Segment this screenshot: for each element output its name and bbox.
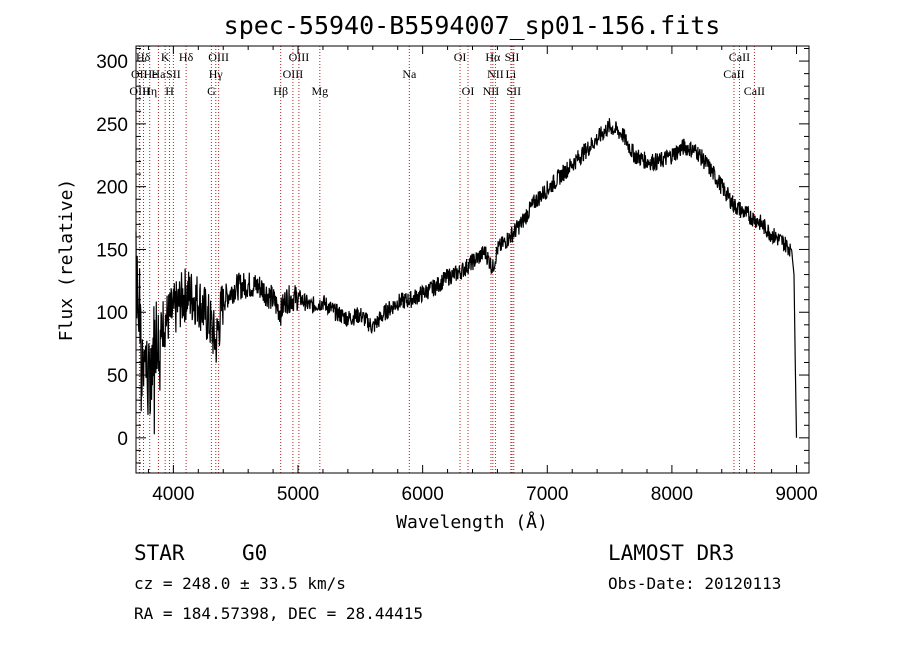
line-marker-label: CaII xyxy=(723,67,744,81)
observation-date: Obs-Date: 20120113 xyxy=(608,574,781,593)
chart-title: spec-55940-B5594007_sp01-156.fits xyxy=(224,11,721,40)
line-marker-label: Hδ xyxy=(179,50,194,64)
y-tick-label: 50 xyxy=(107,366,128,387)
line-marker-label: NII xyxy=(487,67,504,81)
x-tick-label: 6000 xyxy=(402,484,444,505)
coordinates: RA = 184.57398, DEC = 28.44415 xyxy=(134,604,423,623)
x-axis-label: Wavelength (Å) xyxy=(396,511,548,533)
line-marker-label: SII xyxy=(506,84,521,98)
line-marker-label: He xyxy=(143,67,157,81)
line-marker-label: K xyxy=(161,50,170,64)
y-tick-label: 250 xyxy=(96,115,128,136)
line-marker-label: Li xyxy=(506,67,517,81)
y-tick-label: 200 xyxy=(96,178,128,199)
line-marker-label: CaII xyxy=(729,50,750,64)
line-marker-label: CaII xyxy=(744,84,765,98)
line-marker-label: Hα xyxy=(485,50,501,64)
y-tick-label: 100 xyxy=(96,303,128,324)
line-marker-label: Hη xyxy=(142,84,157,98)
line-marker-label: OIII xyxy=(129,84,150,98)
y-tick-label: 150 xyxy=(96,240,128,261)
x-tick-label: 7000 xyxy=(526,484,568,505)
line-marker-label: Hγ xyxy=(209,67,224,81)
x-tick-label: 4000 xyxy=(152,484,194,505)
line-marker-label: Ha xyxy=(151,67,166,81)
line-marker-label: OIII xyxy=(289,50,310,64)
y-tick-label: 300 xyxy=(96,52,128,73)
line-marker-label: SII xyxy=(166,67,181,81)
line-marker-label: OI xyxy=(462,84,475,98)
emission-line-markers xyxy=(135,46,755,473)
line-marker-label: SII xyxy=(505,50,520,64)
x-axis-ticks: 4000 5000 6000 7000 8000 9000 xyxy=(147,46,818,505)
survey-name: LAMOST DR3 xyxy=(608,541,734,565)
redshift-cz: cz = 248.0 ± 33.5 km/s xyxy=(134,574,346,593)
x-tick-label: 9000 xyxy=(775,484,817,505)
line-marker-label: Na xyxy=(402,67,417,81)
line-marker-label: NII xyxy=(483,84,500,98)
spectrum-line xyxy=(135,118,798,438)
line-marker-label: Mg xyxy=(311,84,328,98)
x-tick-label: 8000 xyxy=(651,484,693,505)
x-tick-label: 5000 xyxy=(277,484,319,505)
y-axis-ticks: 0 50 100 150 200 250 300 xyxy=(96,48,809,464)
object-subclass: G0 xyxy=(242,541,267,565)
y-tick-label: 0 xyxy=(117,429,128,450)
line-marker-label: Hδ xyxy=(136,50,151,64)
y-axis-label: Flux (relative) xyxy=(56,179,77,342)
line-marker-label: OI xyxy=(454,50,467,64)
line-marker-label: H xyxy=(165,84,174,98)
object-class: STAR xyxy=(134,541,185,565)
line-marker-label: OIII xyxy=(208,50,229,64)
line-marker-label: Hβ xyxy=(273,84,288,98)
line-marker-label: OIII xyxy=(283,67,304,81)
line-marker-label: G xyxy=(207,84,216,98)
